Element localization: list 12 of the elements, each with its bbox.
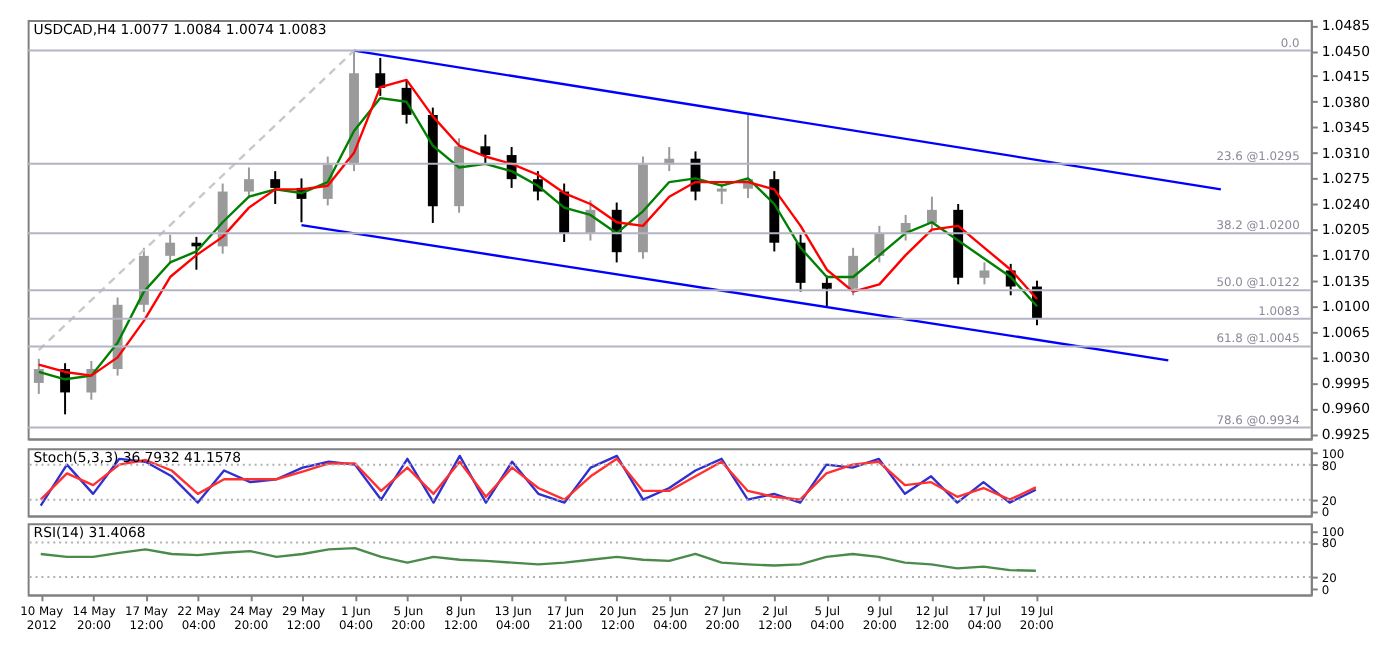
line-series [39, 546, 1038, 572]
candlestick [979, 261, 990, 286]
candlestick [874, 224, 885, 264]
candlestick [165, 233, 176, 265]
candlestick [795, 233, 806, 293]
candlestick [375, 56, 386, 97]
candlestick [33, 357, 44, 395]
candlestick [244, 166, 254, 200]
candlestick [480, 133, 491, 165]
candlestick [270, 170, 281, 205]
candlestick [926, 195, 937, 231]
candlestick [821, 274, 832, 308]
